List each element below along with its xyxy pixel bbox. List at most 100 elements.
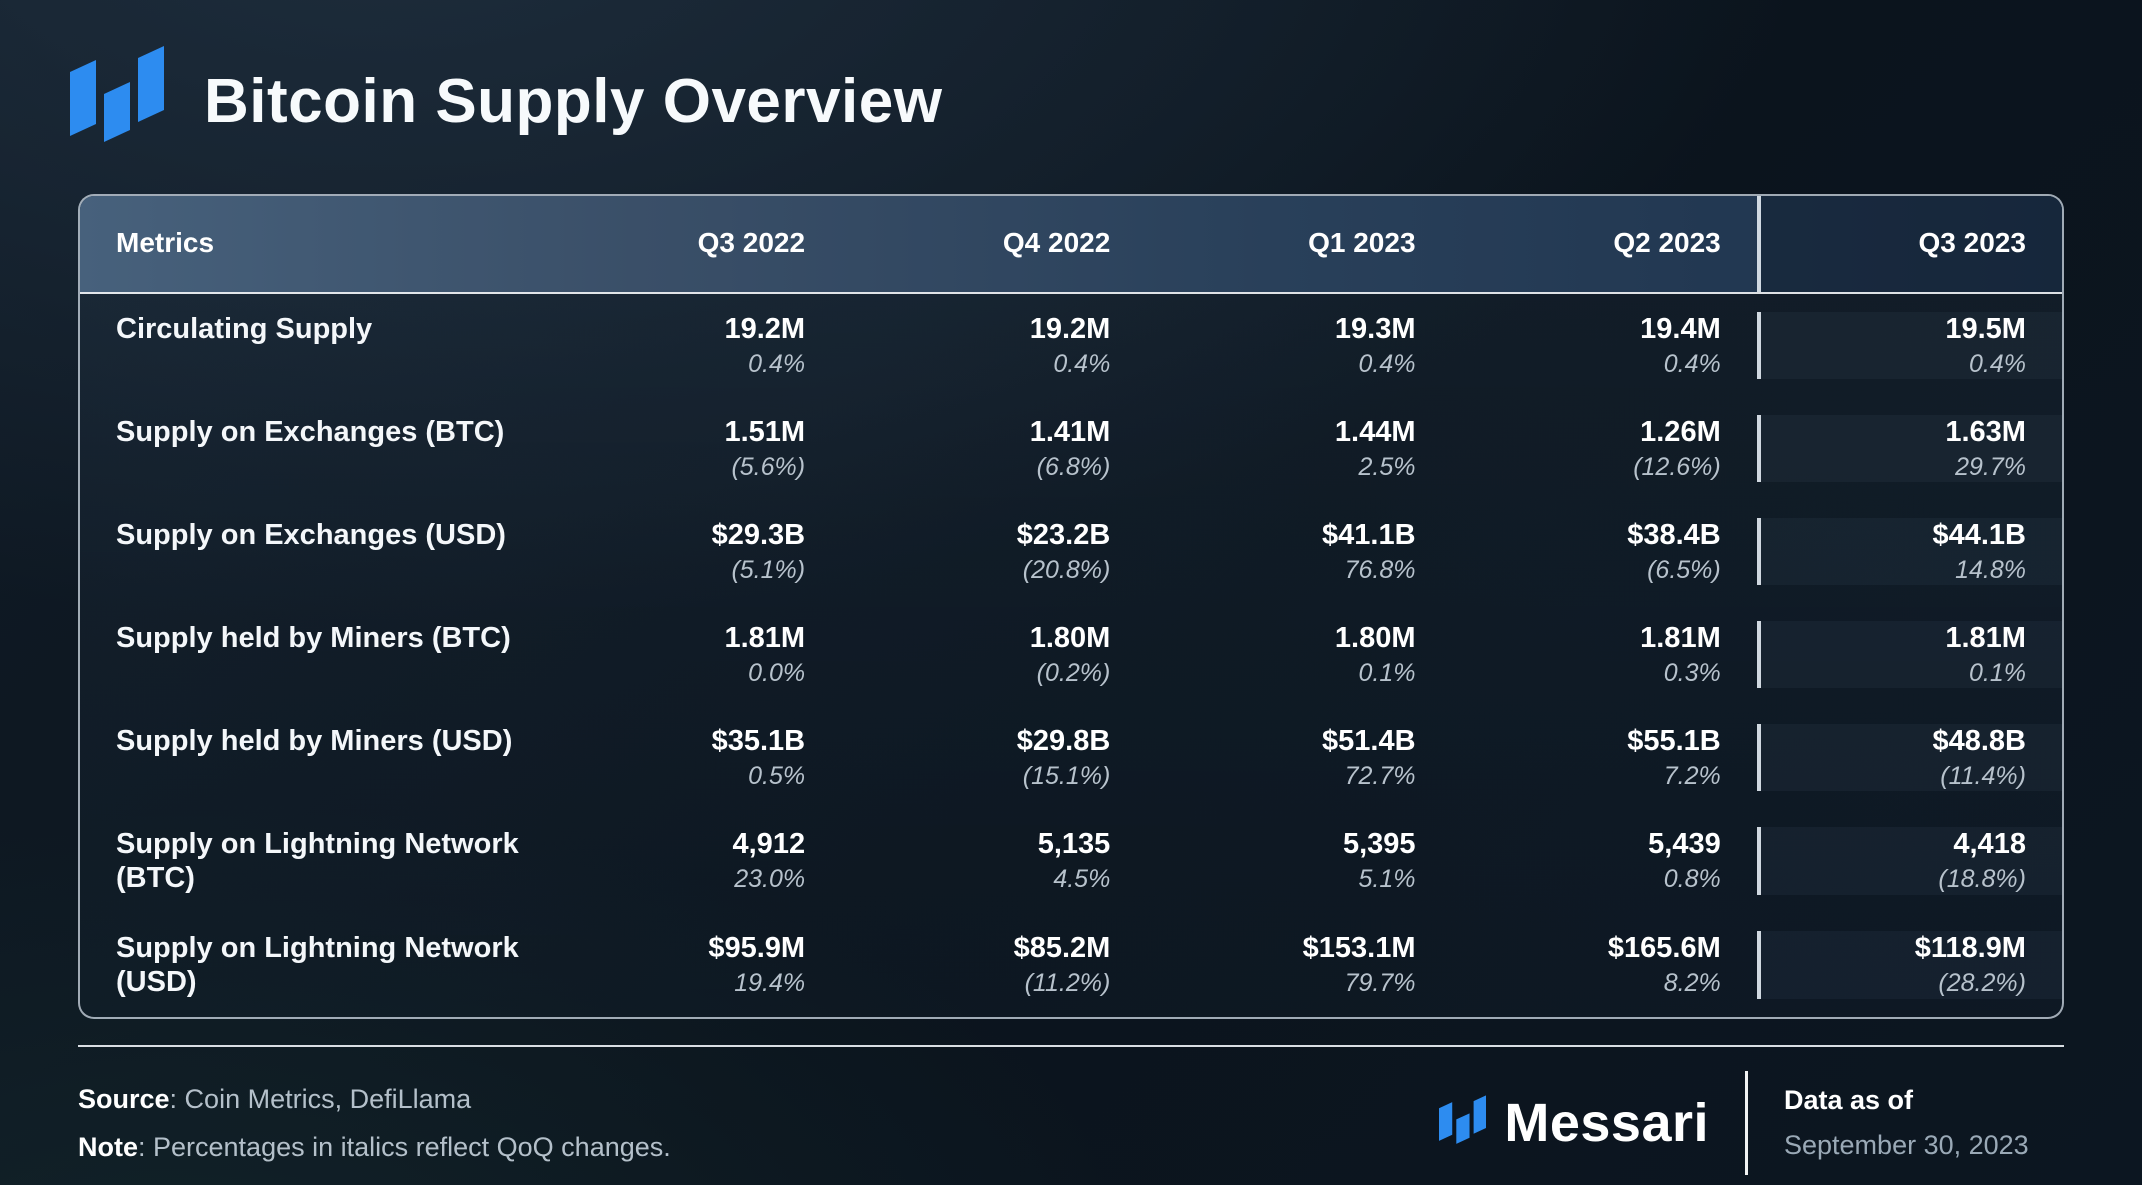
- qoq-change: 76.8%: [1344, 556, 1416, 584]
- metric-value: 19.3M: [1334, 313, 1416, 345]
- qoq-change: 2.5%: [1358, 453, 1416, 481]
- table-body: Circulating Supply 19.2M 0.4% 19.2M 0.4% 19.3…: [80, 294, 2062, 1017]
- value-cell: 1.81M 0.3%: [1452, 621, 1757, 688]
- metric-value: $95.9M: [708, 932, 806, 964]
- qoq-change: (20.8%): [1022, 556, 1111, 584]
- column-header-q3-2022: Q3 2022: [697, 227, 806, 258]
- qoq-change: 0.8%: [1663, 865, 1721, 893]
- value-cell: $35.1B 0.5%: [536, 724, 841, 791]
- qoq-change: 0.4%: [1968, 350, 2026, 378]
- metric-value: 1.81M: [1640, 622, 1721, 654]
- note-text: : Percentages in italics reflect QoQ cha…: [138, 1132, 671, 1162]
- qoq-change: 5.1%: [1358, 865, 1416, 893]
- metric-value: $38.4B: [1627, 519, 1721, 551]
- value-cell: 5,439 0.8%: [1452, 827, 1757, 895]
- value-cell: 1.80M (0.2%): [841, 621, 1146, 688]
- metric-value: $35.1B: [711, 725, 806, 757]
- metric-label: Supply on Exchanges (USD): [116, 519, 506, 551]
- table-row: Supply on Lightning Network (USD) $95.9M 1…: [80, 913, 2062, 1017]
- qoq-change: (6.5%): [1647, 556, 1721, 584]
- value-cell: $165.6M 8.2%: [1452, 931, 1757, 999]
- metric-value: $153.1M: [1302, 932, 1416, 964]
- qoq-change: 7.2%: [1663, 762, 1721, 790]
- value-cell: 19.4M 0.4%: [1452, 312, 1757, 379]
- qoq-change: 0.4%: [1663, 350, 1721, 378]
- value-cell: 19.2M 0.4%: [841, 312, 1146, 379]
- source-line: Source: Coin Metrics, DefiLlama: [78, 1083, 671, 1115]
- qoq-change: (12.6%): [1633, 453, 1721, 481]
- note-line: Note: Percentages in italics reflect QoQ…: [78, 1131, 671, 1163]
- page-title: Bitcoin Supply Overview: [204, 66, 943, 136]
- footer-divider: [78, 1045, 2064, 1047]
- metric-value: 4,418: [1953, 828, 2026, 860]
- value-cell: 1.63M 29.7%: [1756, 415, 2062, 482]
- table-row: Supply held by Miners (BTC) 1.81M 0.0% 1.80…: [80, 603, 2062, 706]
- metric-value: $23.2B: [1016, 519, 1111, 551]
- brand-block: Messari Data as of September 30, 2023: [1438, 1071, 2064, 1175]
- metric-value: 1.81M: [1945, 622, 2026, 654]
- metric-value: 19.5M: [1945, 313, 2026, 345]
- value-cell: $153.1M 79.7%: [1146, 931, 1451, 999]
- metric-value: 1.80M: [1334, 622, 1416, 654]
- messari-wordmark: Messari: [1438, 1092, 1709, 1154]
- value-cell: 1.80M 0.1%: [1146, 621, 1451, 688]
- column-header-q1-2023: Q1 2023: [1308, 227, 1416, 258]
- table-container: Metrics Q3 2022 Q4 2022 Q1 2023 Q2 2023 Q3 20…: [0, 156, 2142, 1019]
- qoq-change: 0.5%: [748, 762, 806, 790]
- qoq-change: (6.8%): [1036, 453, 1111, 481]
- metric-value: $85.2M: [1013, 932, 1111, 964]
- qoq-change: (5.1%): [731, 556, 806, 584]
- value-cell: 5,395 5.1%: [1146, 827, 1451, 895]
- value-cell: 5,135 4.5%: [841, 827, 1146, 895]
- value-cell: $44.1B 14.8%: [1756, 518, 2062, 585]
- qoq-change: (18.8%): [1938, 865, 2026, 893]
- qoq-change: 0.1%: [1968, 659, 2026, 687]
- table-row: Supply on Lightning Network (BTC) 4,912 23…: [80, 809, 2062, 913]
- table-row: Supply on Exchanges (BTC) 1.51M (5.6%) 1.41…: [80, 397, 2062, 500]
- value-cell: 19.5M 0.4%: [1756, 312, 2062, 379]
- qoq-change: 8.2%: [1663, 969, 1721, 997]
- note-label: Note: [78, 1132, 138, 1162]
- qoq-change: 4.5%: [1053, 865, 1111, 893]
- qoq-change: 0.4%: [1053, 350, 1111, 378]
- qoq-change: 0.4%: [1358, 350, 1416, 378]
- table-row: Supply held by Miners (USD) $35.1B 0.5% $29…: [80, 706, 2062, 809]
- metric-value: 5,439: [1648, 828, 1721, 860]
- brand-name: Messari: [1504, 1093, 1709, 1153]
- value-cell: 1.51M (5.6%): [536, 415, 841, 482]
- data-as-of: Data as of September 30, 2023: [1784, 1085, 2064, 1161]
- table-header-row: Metrics Q3 2022 Q4 2022 Q1 2023 Q2 2023 Q3 20…: [80, 196, 2062, 294]
- qoq-change: 23.0%: [734, 865, 806, 893]
- qoq-change: 19.4%: [734, 969, 806, 997]
- qoq-change: (15.1%): [1022, 762, 1111, 790]
- value-cell: $85.2M (11.2%): [841, 931, 1146, 999]
- value-cell: 19.3M 0.4%: [1146, 312, 1451, 379]
- metric-value: 1.51M: [724, 416, 806, 448]
- value-cell: $51.4B 72.7%: [1146, 724, 1451, 791]
- value-cell: $48.8B (11.4%): [1756, 724, 2062, 791]
- value-cell: $38.4B (6.5%): [1452, 518, 1757, 585]
- metric-value: $48.8B: [1932, 725, 2026, 757]
- value-cell: 1.41M (6.8%): [841, 415, 1146, 482]
- metric-value: 1.81M: [724, 622, 806, 654]
- qoq-change: 14.8%: [1955, 556, 2026, 584]
- metric-value: $41.1B: [1322, 519, 1416, 551]
- metric-value: $29.3B: [711, 519, 806, 551]
- table-row: Supply on Exchanges (USD) $29.3B (5.1%) $23…: [80, 500, 2062, 603]
- metric-value: 1.44M: [1334, 416, 1416, 448]
- metric-label: Supply on Exchanges (BTC): [116, 416, 505, 448]
- table-row: Circulating Supply 19.2M 0.4% 19.2M 0.4% 19.3…: [80, 294, 2062, 397]
- metric-value: 1.63M: [1945, 416, 2026, 448]
- value-cell: $23.2B (20.8%): [841, 518, 1146, 585]
- data-as-of-label: Data as of: [1784, 1085, 1914, 1115]
- vertical-divider: [1745, 1071, 1748, 1175]
- value-cell: 1.44M 2.5%: [1146, 415, 1451, 482]
- footer-content: Source: Coin Metrics, DefiLlama Note: Pe…: [78, 1071, 2064, 1175]
- qoq-change: 72.7%: [1344, 762, 1416, 790]
- value-cell: 4,912 23.0%: [536, 827, 841, 895]
- qoq-change: 0.1%: [1358, 659, 1416, 687]
- metric-value: 1.80M: [1029, 622, 1111, 654]
- source-label: Source: [78, 1084, 170, 1114]
- footer-notes: Source: Coin Metrics, DefiLlama Note: Pe…: [78, 1083, 671, 1163]
- metric-label: Circulating Supply: [116, 313, 373, 345]
